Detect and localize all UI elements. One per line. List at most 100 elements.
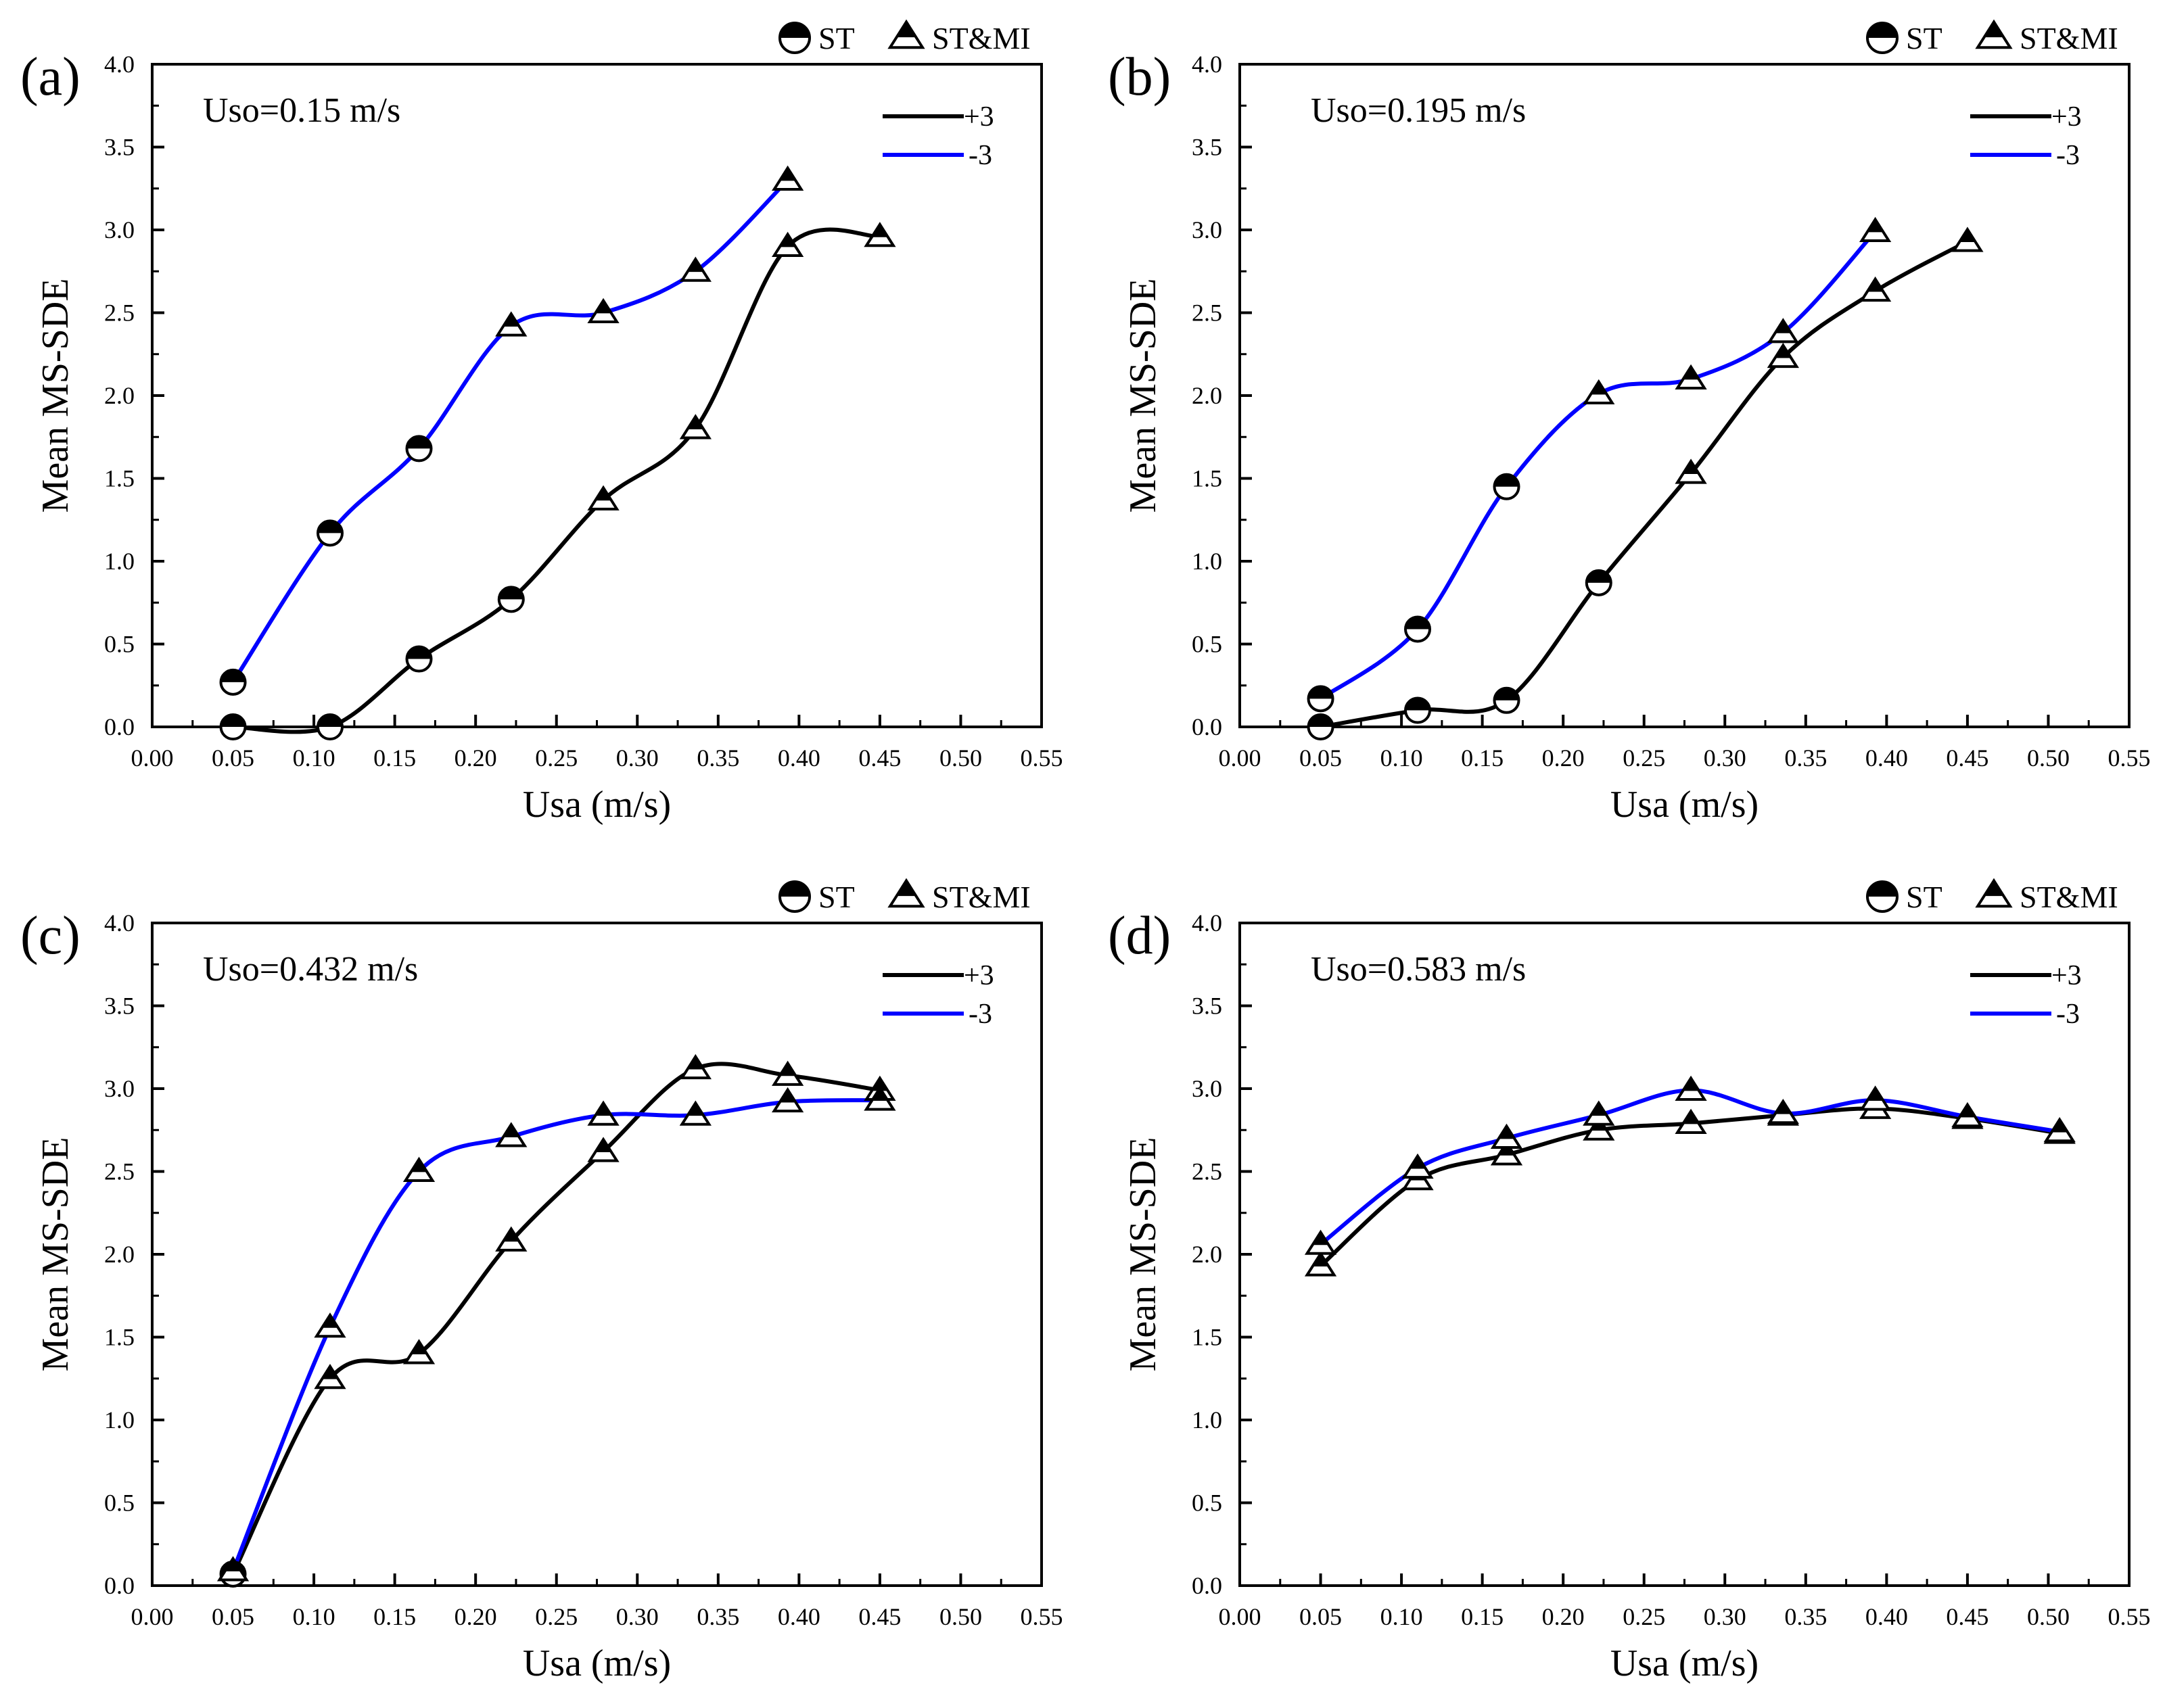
- stmi-marker-fill: [503, 314, 519, 327]
- data-point: [1401, 1153, 1434, 1179]
- panel-3: 0.00 0.05 0.10 0.15 0.20 0.25 0.30 0.35 0.40 0.45…: [20, 878, 1063, 1684]
- st-marker-fill: [780, 882, 810, 897]
- data-point: [1675, 458, 1707, 484]
- data-point: [2043, 1116, 2076, 1143]
- stmi-marker-fill: [1984, 880, 2004, 897]
- y-tick-label: 3.0: [104, 216, 135, 243]
- stmi-marker-fill: [411, 1159, 427, 1172]
- st-marker-fill: [1867, 23, 1897, 38]
- x-tick-label: 0.05: [1299, 1603, 1342, 1630]
- x-tick-label: 0.40: [778, 1603, 820, 1630]
- line-legend: +3-3: [1970, 101, 2082, 171]
- y-tick-label: 0.0: [104, 1572, 135, 1599]
- y-tick-label: 2.0: [104, 382, 135, 409]
- y-tick-label: 4.0: [1192, 51, 1222, 78]
- st-marker-fill: [220, 669, 246, 682]
- x-axis-label: Usa (m/s): [523, 1642, 671, 1684]
- data-point: [1583, 1100, 1615, 1126]
- data-point: [1859, 216, 1892, 242]
- y-tick-label: 2.0: [1192, 1241, 1222, 1268]
- data-point: [402, 1339, 436, 1365]
- panel-label: (a): [20, 47, 80, 107]
- data-point: [495, 311, 528, 337]
- plot-frame: [1238, 922, 2131, 1587]
- data-point: [1304, 1251, 1337, 1277]
- series-line-minus3: [1319, 230, 1877, 701]
- x-tick-label: 0.50: [939, 1603, 982, 1630]
- st-marker-fill: [1494, 688, 1519, 701]
- y-tick-label: 3.5: [104, 993, 135, 1020]
- x-tick-label: 0.00: [1219, 1603, 1261, 1630]
- y-tick-label: 2.5: [1192, 300, 1222, 327]
- data-point: [587, 485, 620, 511]
- stmi-marker-fill: [871, 224, 888, 237]
- data-point: [587, 1100, 620, 1126]
- x-tick-label: 0.00: [1219, 744, 1261, 772]
- y-tick-label: 3.5: [1192, 993, 1222, 1020]
- x-tick-label: 0.20: [1542, 1603, 1585, 1630]
- y-tick-label: 1.0: [1192, 1406, 1222, 1433]
- x-tick-label: 0.30: [616, 744, 659, 772]
- stmi-marker-fill: [503, 1124, 519, 1137]
- y-tick-label: 3.5: [1192, 134, 1222, 161]
- x-tick-label: 0.25: [1623, 744, 1665, 772]
- x-tick-label: 0.40: [1865, 744, 1908, 772]
- stmi-marker-fill: [2051, 1119, 2068, 1133]
- y-tick-label: 4.0: [104, 909, 135, 936]
- data-point: [216, 1556, 250, 1582]
- data-point: [1404, 696, 1431, 724]
- data-point: [771, 165, 804, 191]
- st-marker-fill: [1494, 474, 1519, 487]
- marker-legend: ST ST&MI: [778, 19, 1031, 55]
- y-tick-label: 1.0: [104, 1406, 135, 1433]
- data-point: [317, 519, 344, 547]
- stmi-marker-fill: [871, 1088, 888, 1101]
- legend-minus-label: -3: [2056, 999, 2080, 1030]
- y-tick-label: 2.5: [1192, 1158, 1222, 1185]
- x-tick-label: 0.40: [1865, 1603, 1908, 1630]
- y-tick-label: 0.0: [1192, 713, 1222, 740]
- data-point: [1585, 569, 1612, 596]
- data-point: [1767, 1099, 1799, 1124]
- y-axis-label: Mean MS-SDE: [34, 279, 76, 513]
- x-tick-label: 0.35: [697, 744, 739, 772]
- y-tick-label: 1.0: [1192, 548, 1222, 575]
- panel-1: 0.00 0.05 0.10 0.15 0.20 0.25 0.30 0.35 0.40 0.45…: [20, 19, 1063, 826]
- panel-2: 0.00 0.05 0.10 0.15 0.20 0.25 0.30 0.35 0.40 0.45…: [1108, 19, 2151, 826]
- stmi-marker-fill: [687, 1103, 704, 1116]
- x-tick-label: 0.10: [293, 1603, 335, 1630]
- x-tick-label: 0.45: [858, 744, 901, 772]
- stmi-marker-fill: [1498, 1143, 1515, 1156]
- data-point: [771, 231, 804, 257]
- data-point: [1675, 364, 1707, 389]
- data-point: [405, 645, 433, 673]
- y-tick-label: 3.0: [104, 1075, 135, 1102]
- stmi-marker-fill: [1683, 461, 1700, 475]
- stmi-marker-fill: [687, 417, 704, 429]
- legend-st-label: ST: [818, 21, 855, 55]
- data-point: [864, 1085, 896, 1111]
- data-point: [1304, 1229, 1337, 1255]
- y-tick-label: 1.5: [104, 465, 135, 492]
- y-tick-label: 1.5: [1192, 465, 1222, 492]
- data-point: [1951, 227, 1984, 252]
- x-tick-label: 0.35: [697, 1603, 739, 1630]
- stmi-marker-fill: [779, 168, 796, 181]
- x-tick-label: 0.00: [131, 744, 174, 772]
- condition-annotation: Uso=0.583 m/s: [1311, 950, 1526, 989]
- condition-annotation: Uso=0.15 m/s: [203, 91, 400, 130]
- marker-legend: ST ST&MI: [1866, 878, 2118, 914]
- x-tick-label: 0.00: [131, 1603, 174, 1630]
- st-marker-fill: [220, 715, 246, 727]
- st-marker-fill: [1586, 570, 1611, 583]
- st-marker-fill: [498, 587, 523, 600]
- y-tick-label: 2.0: [1192, 382, 1222, 409]
- x-tick-label: 0.45: [1946, 744, 1988, 772]
- stmi-marker-fill: [687, 259, 704, 272]
- legend-plus-label: +3: [2051, 101, 2082, 133]
- marker-legend: ST ST&MI: [1866, 19, 2118, 55]
- stmi-marker-fill: [871, 1078, 888, 1091]
- x-tick-label: 0.55: [2108, 1603, 2151, 1630]
- data-point: [1675, 1075, 1707, 1101]
- line-legend: +3-3: [883, 101, 994, 171]
